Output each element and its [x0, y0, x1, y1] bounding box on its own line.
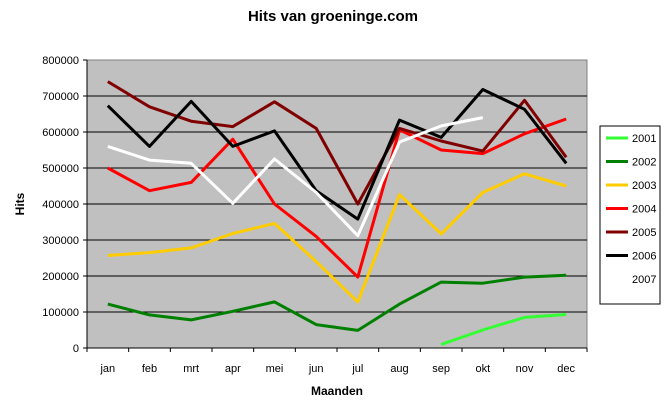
legend-label-2003: 2003: [632, 180, 656, 192]
legend-label-2007: 2007: [632, 274, 656, 286]
x-tick-label: nov: [516, 363, 534, 375]
x-tick-label: dec: [557, 363, 575, 375]
legend-label-2006: 2006: [632, 251, 656, 263]
y-tick-label: 0: [73, 343, 79, 355]
x-axis-ticks: jan feb mrt apr mei jun jul aug sep okt nov dec: [86, 60, 588, 375]
series-line-2004: [107, 117, 567, 279]
x-tick-label: sep: [432, 363, 450, 375]
x-tick-label: apr: [225, 363, 241, 375]
y-tick-label: 800000: [42, 55, 79, 67]
series-lines: [106, 80, 568, 346]
x-tick-label: jan: [99, 363, 115, 375]
x-tick-label: feb: [142, 363, 157, 375]
chart-title: Hits van groeninge.com: [248, 8, 418, 25]
x-tick-label: mrt: [183, 363, 199, 375]
x-tick-label: okt: [475, 363, 490, 375]
y-tick-label: 600000: [42, 127, 79, 139]
legend-label-2002: 2002: [632, 157, 656, 169]
x-axis-title: Maanden: [311, 384, 363, 398]
legend-label-2005: 2005: [632, 227, 656, 239]
series-line-2002: [107, 273, 567, 332]
x-tick-label: jun: [308, 363, 324, 375]
y-axis-ticks: 0 100000 200000 300000 400000 500000 600000 700…: [42, 55, 87, 355]
legend-label-2001: 2001: [632, 133, 656, 145]
legend: 2001 2002 2003 2004 2005 2006 2007: [599, 125, 661, 305]
y-tick-label: 200000: [42, 271, 79, 283]
series-line-2003: [107, 172, 567, 304]
y-axis-title: Hits: [13, 192, 27, 215]
x-tick-label: mei: [266, 363, 284, 375]
y-tick-label: 700000: [42, 91, 79, 103]
x-tick-label: aug: [390, 363, 408, 375]
series-line-2007: [107, 116, 484, 238]
legend-label-2004: 2004: [632, 204, 656, 216]
series-line-2005: [107, 80, 568, 206]
y-tick-label: 300000: [42, 235, 79, 247]
legend-box: [599, 125, 661, 305]
y-tick-label: 100000: [42, 307, 79, 319]
x-tick-label: jul: [351, 363, 363, 375]
y-tick-label: 500000: [42, 163, 79, 175]
y-tick-label: 400000: [42, 199, 79, 211]
series-line-2006: [106, 88, 568, 221]
series-line-2001: [440, 313, 567, 346]
